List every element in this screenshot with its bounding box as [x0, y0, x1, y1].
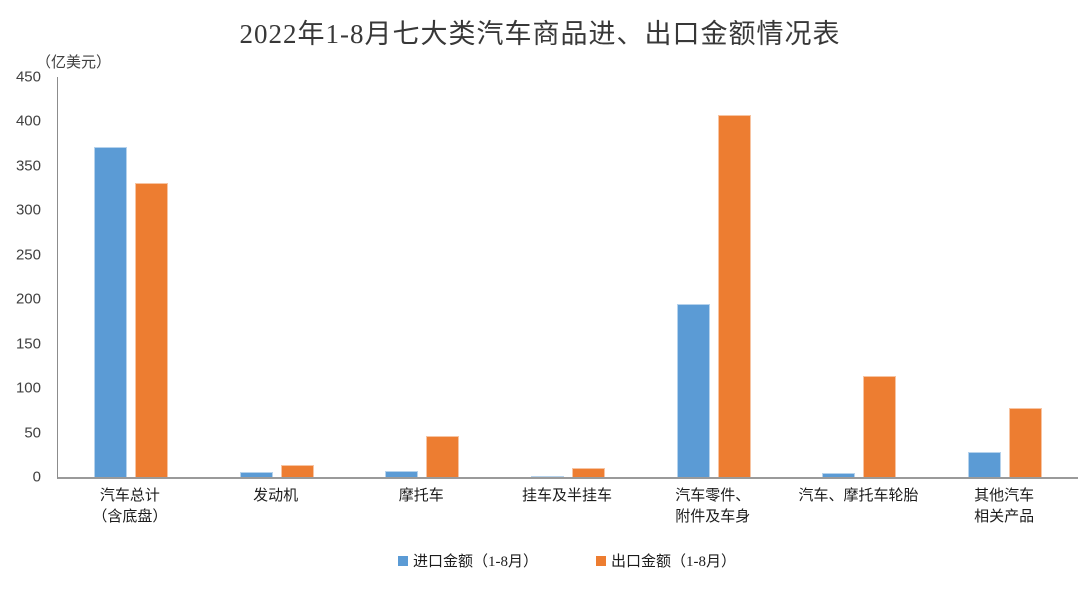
- legend-import-swatch-icon: [398, 555, 408, 566]
- chart-title: 2022年1-8月七大类汽车商品进、出口金额情况表: [239, 19, 841, 49]
- legend: 进口金额（1-8月） 出口金额（1-8月）: [57, 550, 1077, 571]
- bar-group-7: [932, 77, 1078, 477]
- y-axis-unit-label: （亿美元）: [36, 55, 112, 71]
- legend-export-label: 出口金额（1-8月）: [611, 554, 736, 570]
- legend-item-import: 进口金额（1-8月）: [398, 550, 538, 571]
- y-tick-label-350: 350: [15, 157, 41, 175]
- bar-import-2: [239, 472, 273, 477]
- bar-import-3: [385, 471, 419, 477]
- x-axis-category-labels: 汽车总计 （含底盘） 发动机 摩托车 挂车及半挂车 汽车零件、 附件及车身 汽车、摩托车轮胎其…: [57, 486, 1077, 528]
- y-axis-ticks: 0 50 100 150 200 250 300 350 400 450: [0, 70, 48, 485]
- bar-export-7: [1009, 408, 1043, 477]
- bar-import-6: [822, 473, 856, 477]
- category-label-1: 汽车总计 （含底盘）: [57, 486, 203, 528]
- y-tick-label-400: 400: [15, 112, 41, 130]
- category-label-line: 挂车及半挂车: [522, 488, 613, 504]
- category-label-3: 摩托车: [348, 486, 494, 528]
- bar-group-4: [495, 77, 641, 477]
- category-label-2: 发动机: [203, 486, 349, 528]
- legend-import-label: 进口金额（1-8月）: [413, 554, 538, 570]
- y-tick-label-0: 0: [32, 468, 41, 486]
- bar-import-5: [676, 304, 710, 477]
- y-tick-label-250: 250: [15, 246, 41, 264]
- bar-import-7: [968, 452, 1002, 477]
- category-label-line: （含底盘）: [92, 509, 168, 525]
- y-tick-label-50: 50: [24, 424, 41, 442]
- bar-group-5: [641, 77, 787, 477]
- category-label-5: 汽车零件、附件及车身: [640, 486, 786, 528]
- bar-export-3: [426, 436, 460, 477]
- y-tick-label-100: 100: [15, 379, 41, 397]
- bar-group-6: [787, 77, 933, 477]
- bar-export-6: [863, 376, 897, 477]
- bar-group-1: [58, 77, 204, 477]
- category-label-line: 摩托车: [398, 488, 444, 504]
- plot-area: [57, 77, 1078, 479]
- category-label-line: 汽车总计: [99, 488, 160, 504]
- y-tick-label-150: 150: [15, 335, 41, 353]
- category-label-line: 相关产品: [974, 509, 1035, 525]
- bar-groups: [58, 77, 1078, 477]
- bar-export-4: [572, 468, 606, 477]
- bar-export-5: [717, 115, 751, 477]
- y-tick-label-300: 300: [15, 201, 41, 219]
- bar-import-4: [531, 476, 565, 477]
- category-label-4: 挂车及半挂车: [494, 486, 640, 528]
- bar-import-1: [93, 147, 127, 477]
- bar-export-1: [134, 183, 168, 477]
- category-label-6: 汽车、摩托车轮胎: [786, 486, 932, 528]
- legend-export-swatch-icon: [596, 555, 606, 566]
- bar-group-2: [204, 77, 350, 477]
- y-tick-label-200: 200: [15, 290, 41, 308]
- category-label-line: 发动机: [253, 488, 299, 504]
- category-label-line: 其他汽车: [974, 488, 1035, 504]
- y-tick-label-450: 450: [15, 68, 41, 86]
- bar-export-2: [280, 465, 314, 477]
- legend-item-export: 出口金额（1-8月）: [596, 550, 736, 571]
- category-label-line: 汽车零件、: [675, 488, 751, 504]
- category-label-line: 汽车、摩托车轮胎: [798, 488, 919, 504]
- bar-group-3: [349, 77, 495, 477]
- category-label-7: 其他汽车 相关产品: [931, 486, 1077, 528]
- category-label-line: 附件及车身: [675, 509, 751, 525]
